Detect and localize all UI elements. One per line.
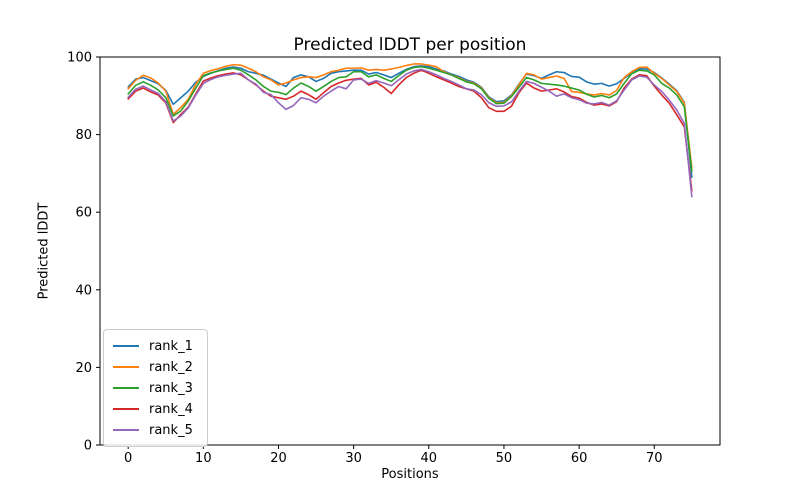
y-tick-label: 40 <box>75 283 92 298</box>
series-line-rank_3 <box>127 65 693 173</box>
legend-line-sample <box>113 345 139 347</box>
y-tick-label: 60 <box>75 206 92 221</box>
legend-line-sample <box>113 408 139 410</box>
legend-item-label: rank_1 <box>149 338 193 354</box>
series-line-rank_5 <box>127 68 693 198</box>
legend-item: rank_1 <box>113 336 193 356</box>
y-tick-label: 0 <box>84 439 92 454</box>
y-tick-label: 100 <box>67 51 92 66</box>
x-tick-label: 30 <box>345 451 362 466</box>
series-line-rank_1 <box>127 65 693 179</box>
y-tick-label: 20 <box>75 361 92 376</box>
x-tick-label: 0 <box>124 451 132 466</box>
chart-title: Predicted lDDT per position <box>293 35 527 55</box>
x-tick-label: 50 <box>496 451 513 466</box>
legend-item-label: rank_3 <box>149 380 193 396</box>
legend-line-sample <box>113 387 139 389</box>
x-tick-label: 70 <box>646 451 663 466</box>
x-tick-label: 40 <box>421 451 438 466</box>
legend-item-label: rank_2 <box>149 359 193 375</box>
x-tick-label: 10 <box>195 451 212 466</box>
axes-spines <box>99 56 721 446</box>
series-line-rank_2 <box>127 63 693 169</box>
legend-line-sample <box>113 429 139 431</box>
y-tick-label: 80 <box>75 128 92 143</box>
legend-item: rank_2 <box>113 357 193 377</box>
x-axis-label: Positions <box>381 467 439 482</box>
legend-item-label: rank_4 <box>149 401 193 417</box>
x-tick-label: 20 <box>270 451 287 466</box>
legend: rank_1 rank_2 rank_3 rank_4 rank_5 <box>103 329 208 447</box>
legend-item-label: rank_5 <box>149 422 193 438</box>
x-tick-label: 60 <box>571 451 588 466</box>
legend-line-sample <box>113 366 139 368</box>
legend-item: rank_5 <box>113 420 193 440</box>
series-line-rank_4 <box>127 69 693 192</box>
legend-item: rank_3 <box>113 378 193 398</box>
y-axis-label: Predicted lDDT <box>36 202 52 300</box>
legend-item: rank_4 <box>113 399 193 419</box>
